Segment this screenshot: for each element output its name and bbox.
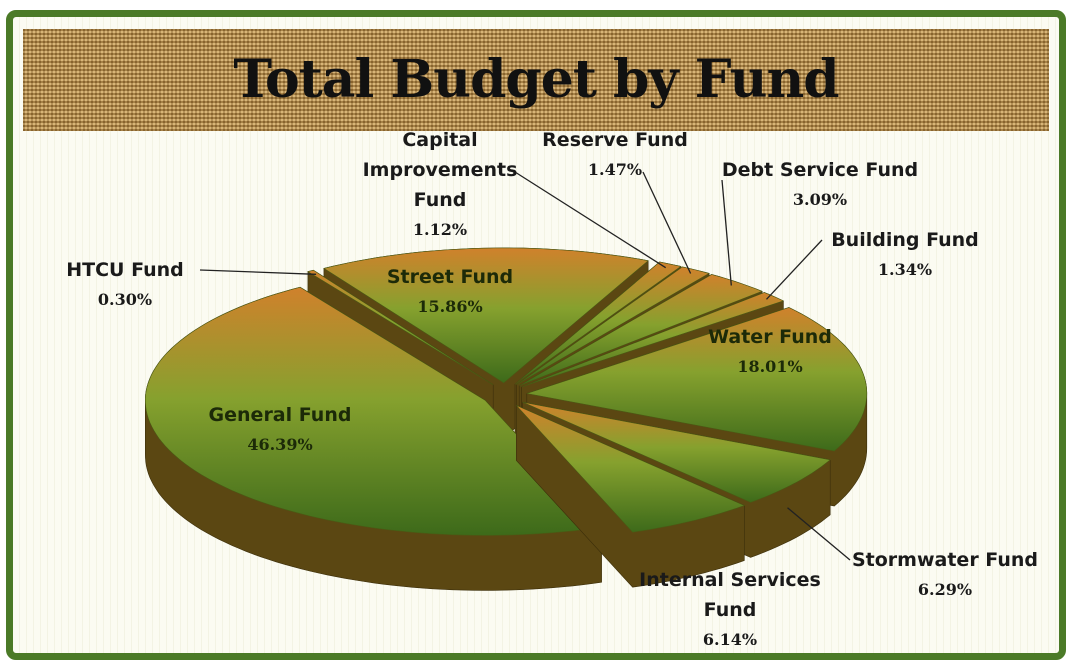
slice-label: General Fund 46.39% — [180, 400, 380, 460]
category-label: HTCU Fund — [66, 259, 184, 281]
category-label: Building Fund — [831, 229, 979, 251]
category-label: Street Fund — [386, 266, 514, 288]
category-label: Capital Improvements Fund — [362, 129, 518, 211]
slice — [521, 292, 785, 388]
category-label: General Fund — [208, 404, 352, 426]
leader-line — [199, 269, 317, 275]
slice-label: HTCU Fund 0.30% — [60, 255, 190, 315]
slice — [522, 401, 831, 503]
slice-label: Capital Improvements Fund 1.12% — [355, 125, 525, 245]
slice-label: Building Fund 1.34% — [820, 225, 990, 285]
slice-label: Reserve Fund 1.47% — [540, 125, 690, 185]
slice-label: Debt Service Fund 3.09% — [720, 155, 920, 215]
category-label: Internal Services Fund — [639, 569, 821, 621]
value-label: 15.86% — [417, 297, 483, 316]
leader-line — [721, 179, 732, 286]
category-label: Reserve Fund — [542, 129, 688, 151]
category-label: Water Fund — [708, 326, 832, 348]
slice — [323, 247, 649, 384]
slice — [144, 286, 603, 536]
slice — [516, 405, 746, 533]
value-label: 46.39% — [247, 435, 313, 454]
slice-label: Internal Services Fund 6.14% — [630, 565, 830, 655]
value-label: 6.29% — [917, 580, 973, 599]
slice-label: Water Fund 18.01% — [690, 322, 850, 382]
value-label: 1.47% — [587, 160, 643, 179]
value-label: 3.09% — [792, 190, 848, 209]
title-banner: Total Budget by Fund — [23, 29, 1049, 131]
leader-line — [642, 171, 692, 274]
value-label: 1.34% — [877, 260, 933, 279]
category-label: Stormwater Fund — [851, 549, 1038, 571]
value-label: 1.12% — [412, 220, 468, 239]
slice — [307, 269, 494, 386]
category-label: Debt Service Fund — [721, 159, 919, 181]
chart-title: Total Budget by Fund — [233, 49, 839, 110]
leader-line — [514, 171, 667, 269]
slice-label: Street Fund 15.86% — [370, 262, 530, 322]
slice-label: Stormwater Fund 6.29% — [845, 545, 1045, 605]
leader-line — [766, 239, 823, 300]
value-label: 0.30% — [97, 290, 153, 309]
leader-line — [787, 507, 851, 561]
slice — [514, 261, 682, 385]
slice — [526, 307, 868, 452]
slice — [516, 266, 710, 385]
slice — [519, 274, 763, 386]
value-label: 18.01% — [737, 357, 803, 376]
value-label: 6.14% — [702, 630, 758, 649]
